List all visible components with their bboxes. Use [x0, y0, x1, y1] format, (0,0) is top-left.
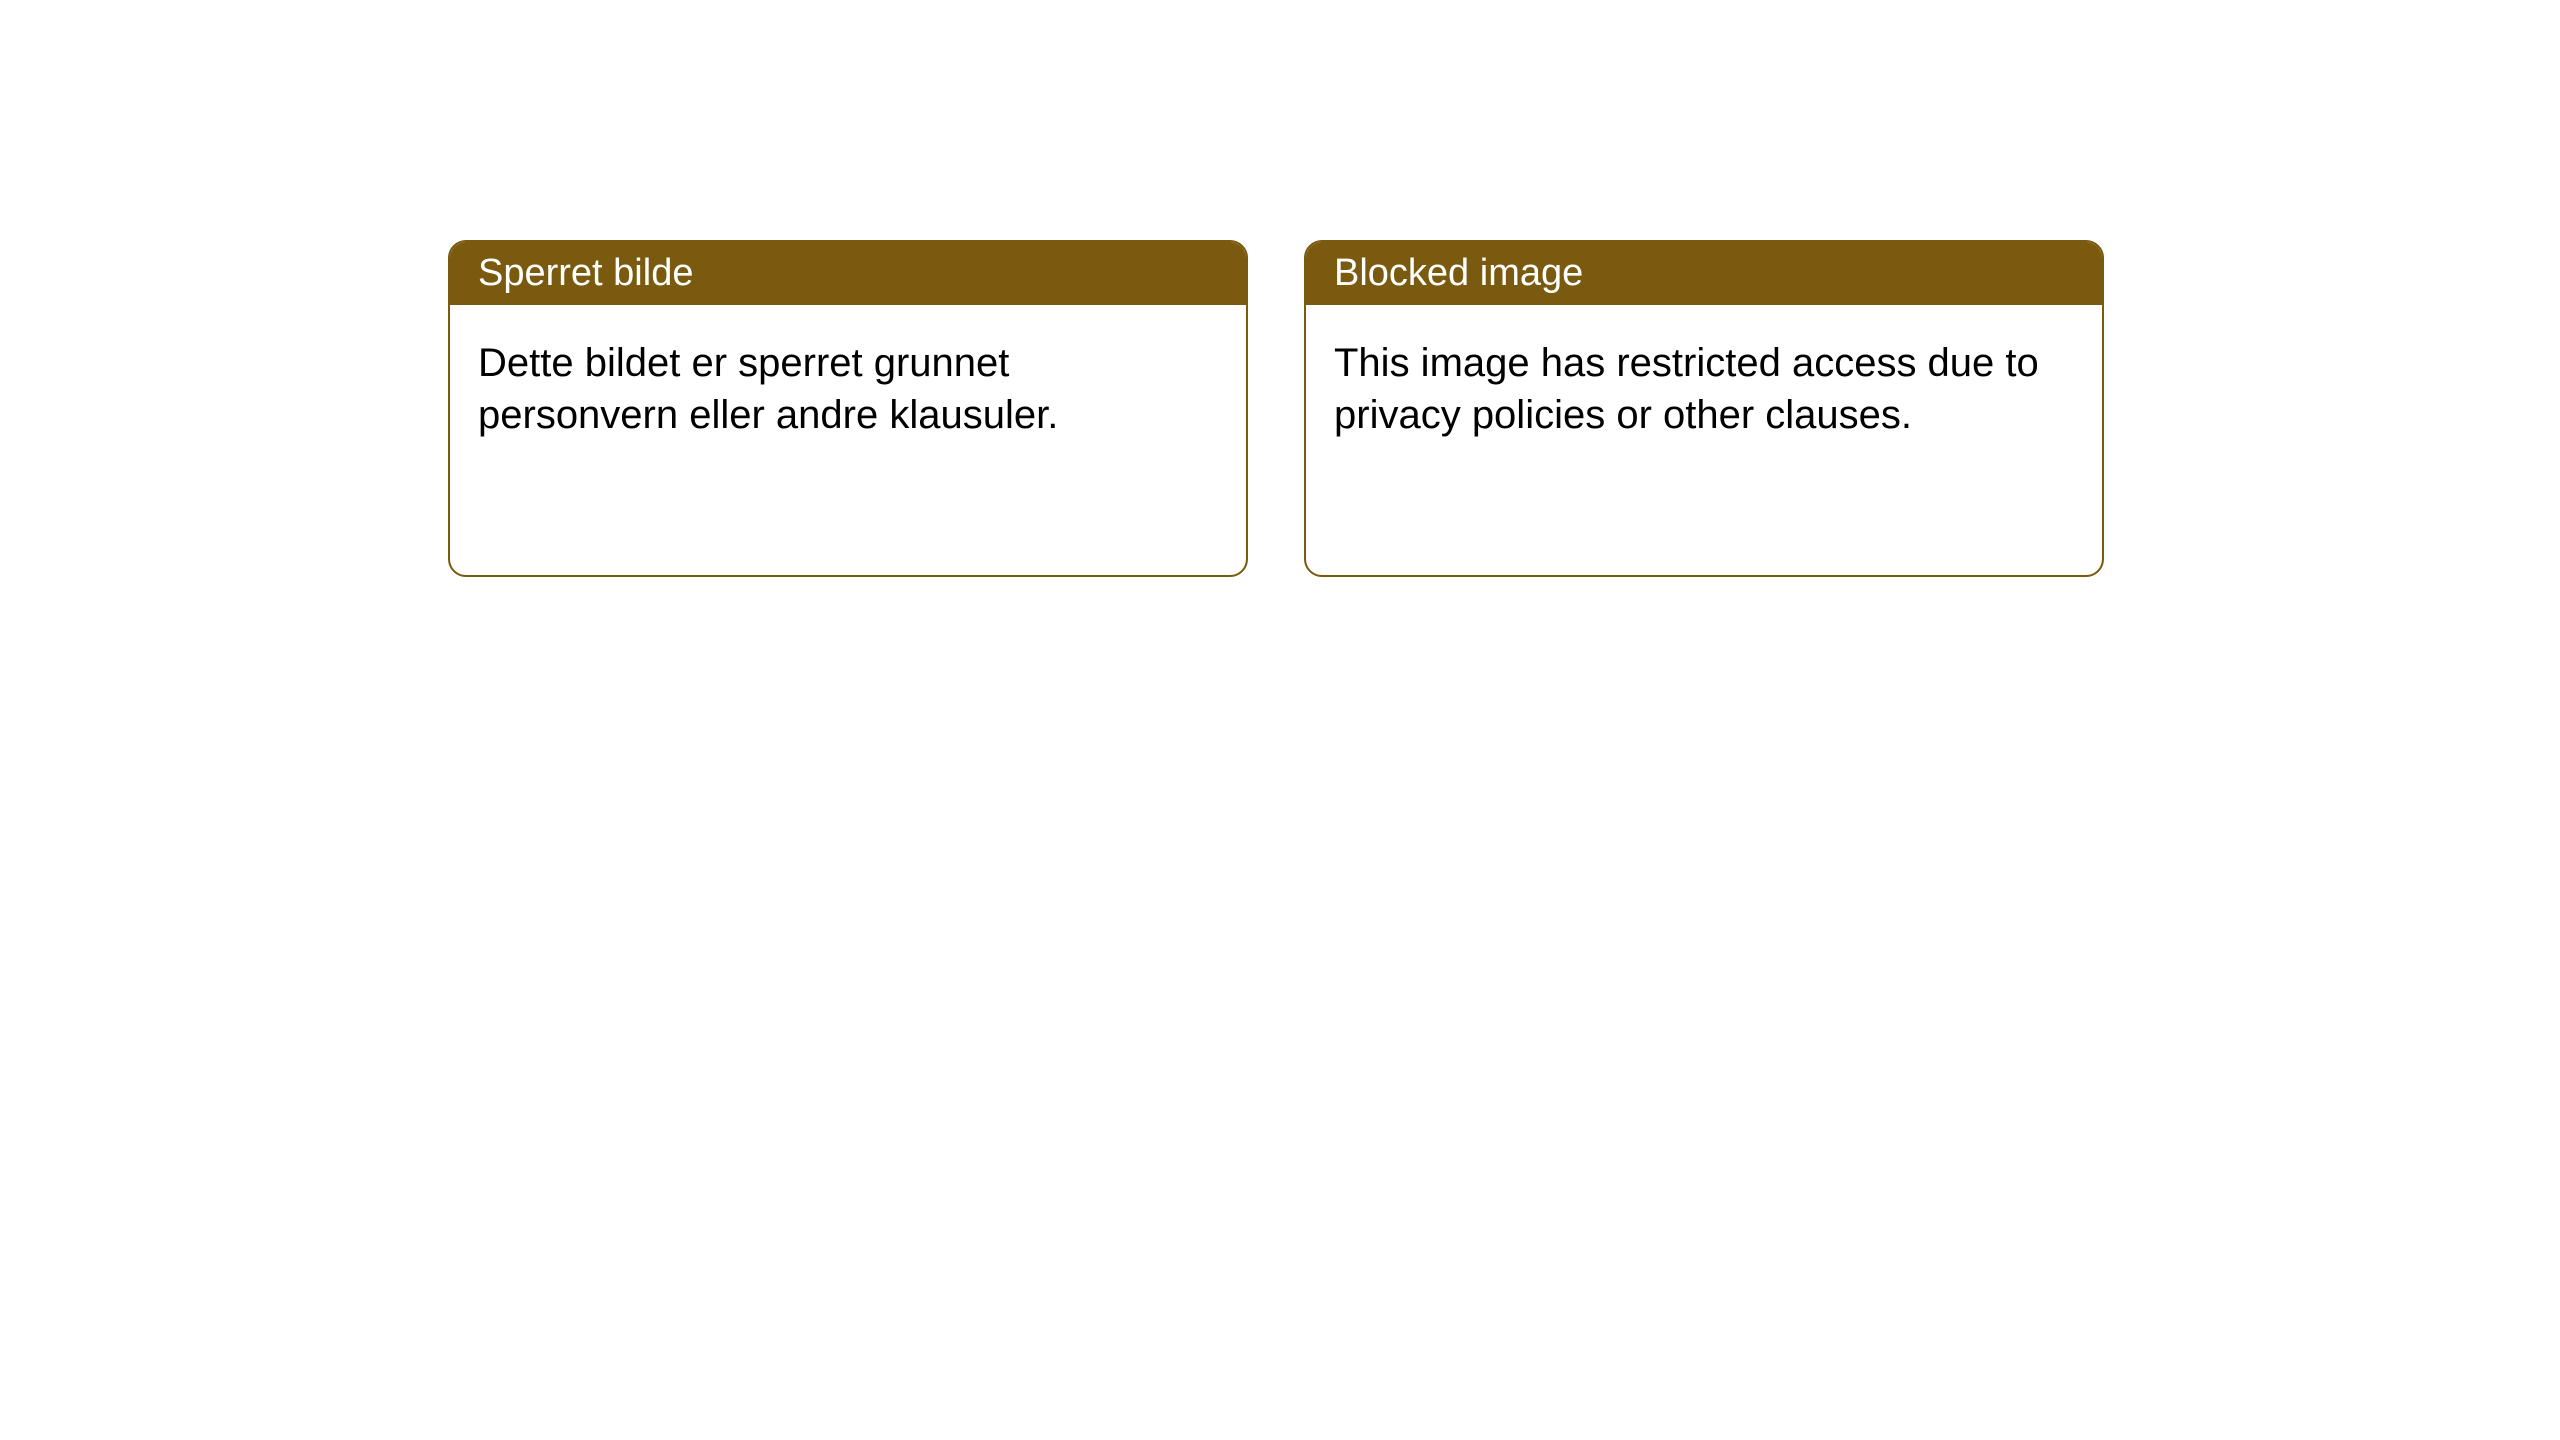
notice-header: Blocked image — [1306, 242, 2102, 305]
notice-container: Sperret bilde Dette bildet er sperret gr… — [0, 0, 2560, 577]
notice-body: Dette bildet er sperret grunnet personve… — [450, 305, 1246, 575]
notice-body: This image has restricted access due to … — [1306, 305, 2102, 575]
notice-header: Sperret bilde — [450, 242, 1246, 305]
notice-card-norwegian: Sperret bilde Dette bildet er sperret gr… — [448, 240, 1248, 577]
notice-card-english: Blocked image This image has restricted … — [1304, 240, 2104, 577]
